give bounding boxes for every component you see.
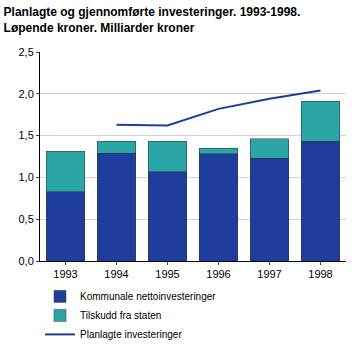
svg-text:1998: 1998 — [308, 268, 332, 280]
svg-text:1993: 1993 — [53, 268, 77, 280]
svg-text:1,5: 1,5 — [19, 129, 34, 141]
svg-text:2,0: 2,0 — [19, 88, 34, 100]
svg-text:Planlagte og gjennomførte inve: Planlagte og gjennomførte investeringer.… — [4, 5, 301, 35]
svg-text:1996: 1996 — [206, 268, 230, 280]
svg-text:Tilskudd fra staten: Tilskudd fra staten — [80, 310, 161, 321]
svg-text:Planlagte investeringer: Planlagte investeringer — [80, 329, 182, 340]
svg-text:2,5: 2,5 — [19, 46, 34, 58]
svg-text:1994: 1994 — [104, 268, 128, 280]
svg-text:1995: 1995 — [155, 268, 179, 280]
svg-text:1997: 1997 — [257, 268, 281, 280]
svg-text:0,5: 0,5 — [19, 213, 34, 225]
svg-text:0,0: 0,0 — [19, 255, 34, 267]
svg-text:Kommunale nettoinvesteringer: Kommunale nettoinvesteringer — [80, 291, 216, 302]
svg-text:1,0: 1,0 — [19, 171, 34, 183]
